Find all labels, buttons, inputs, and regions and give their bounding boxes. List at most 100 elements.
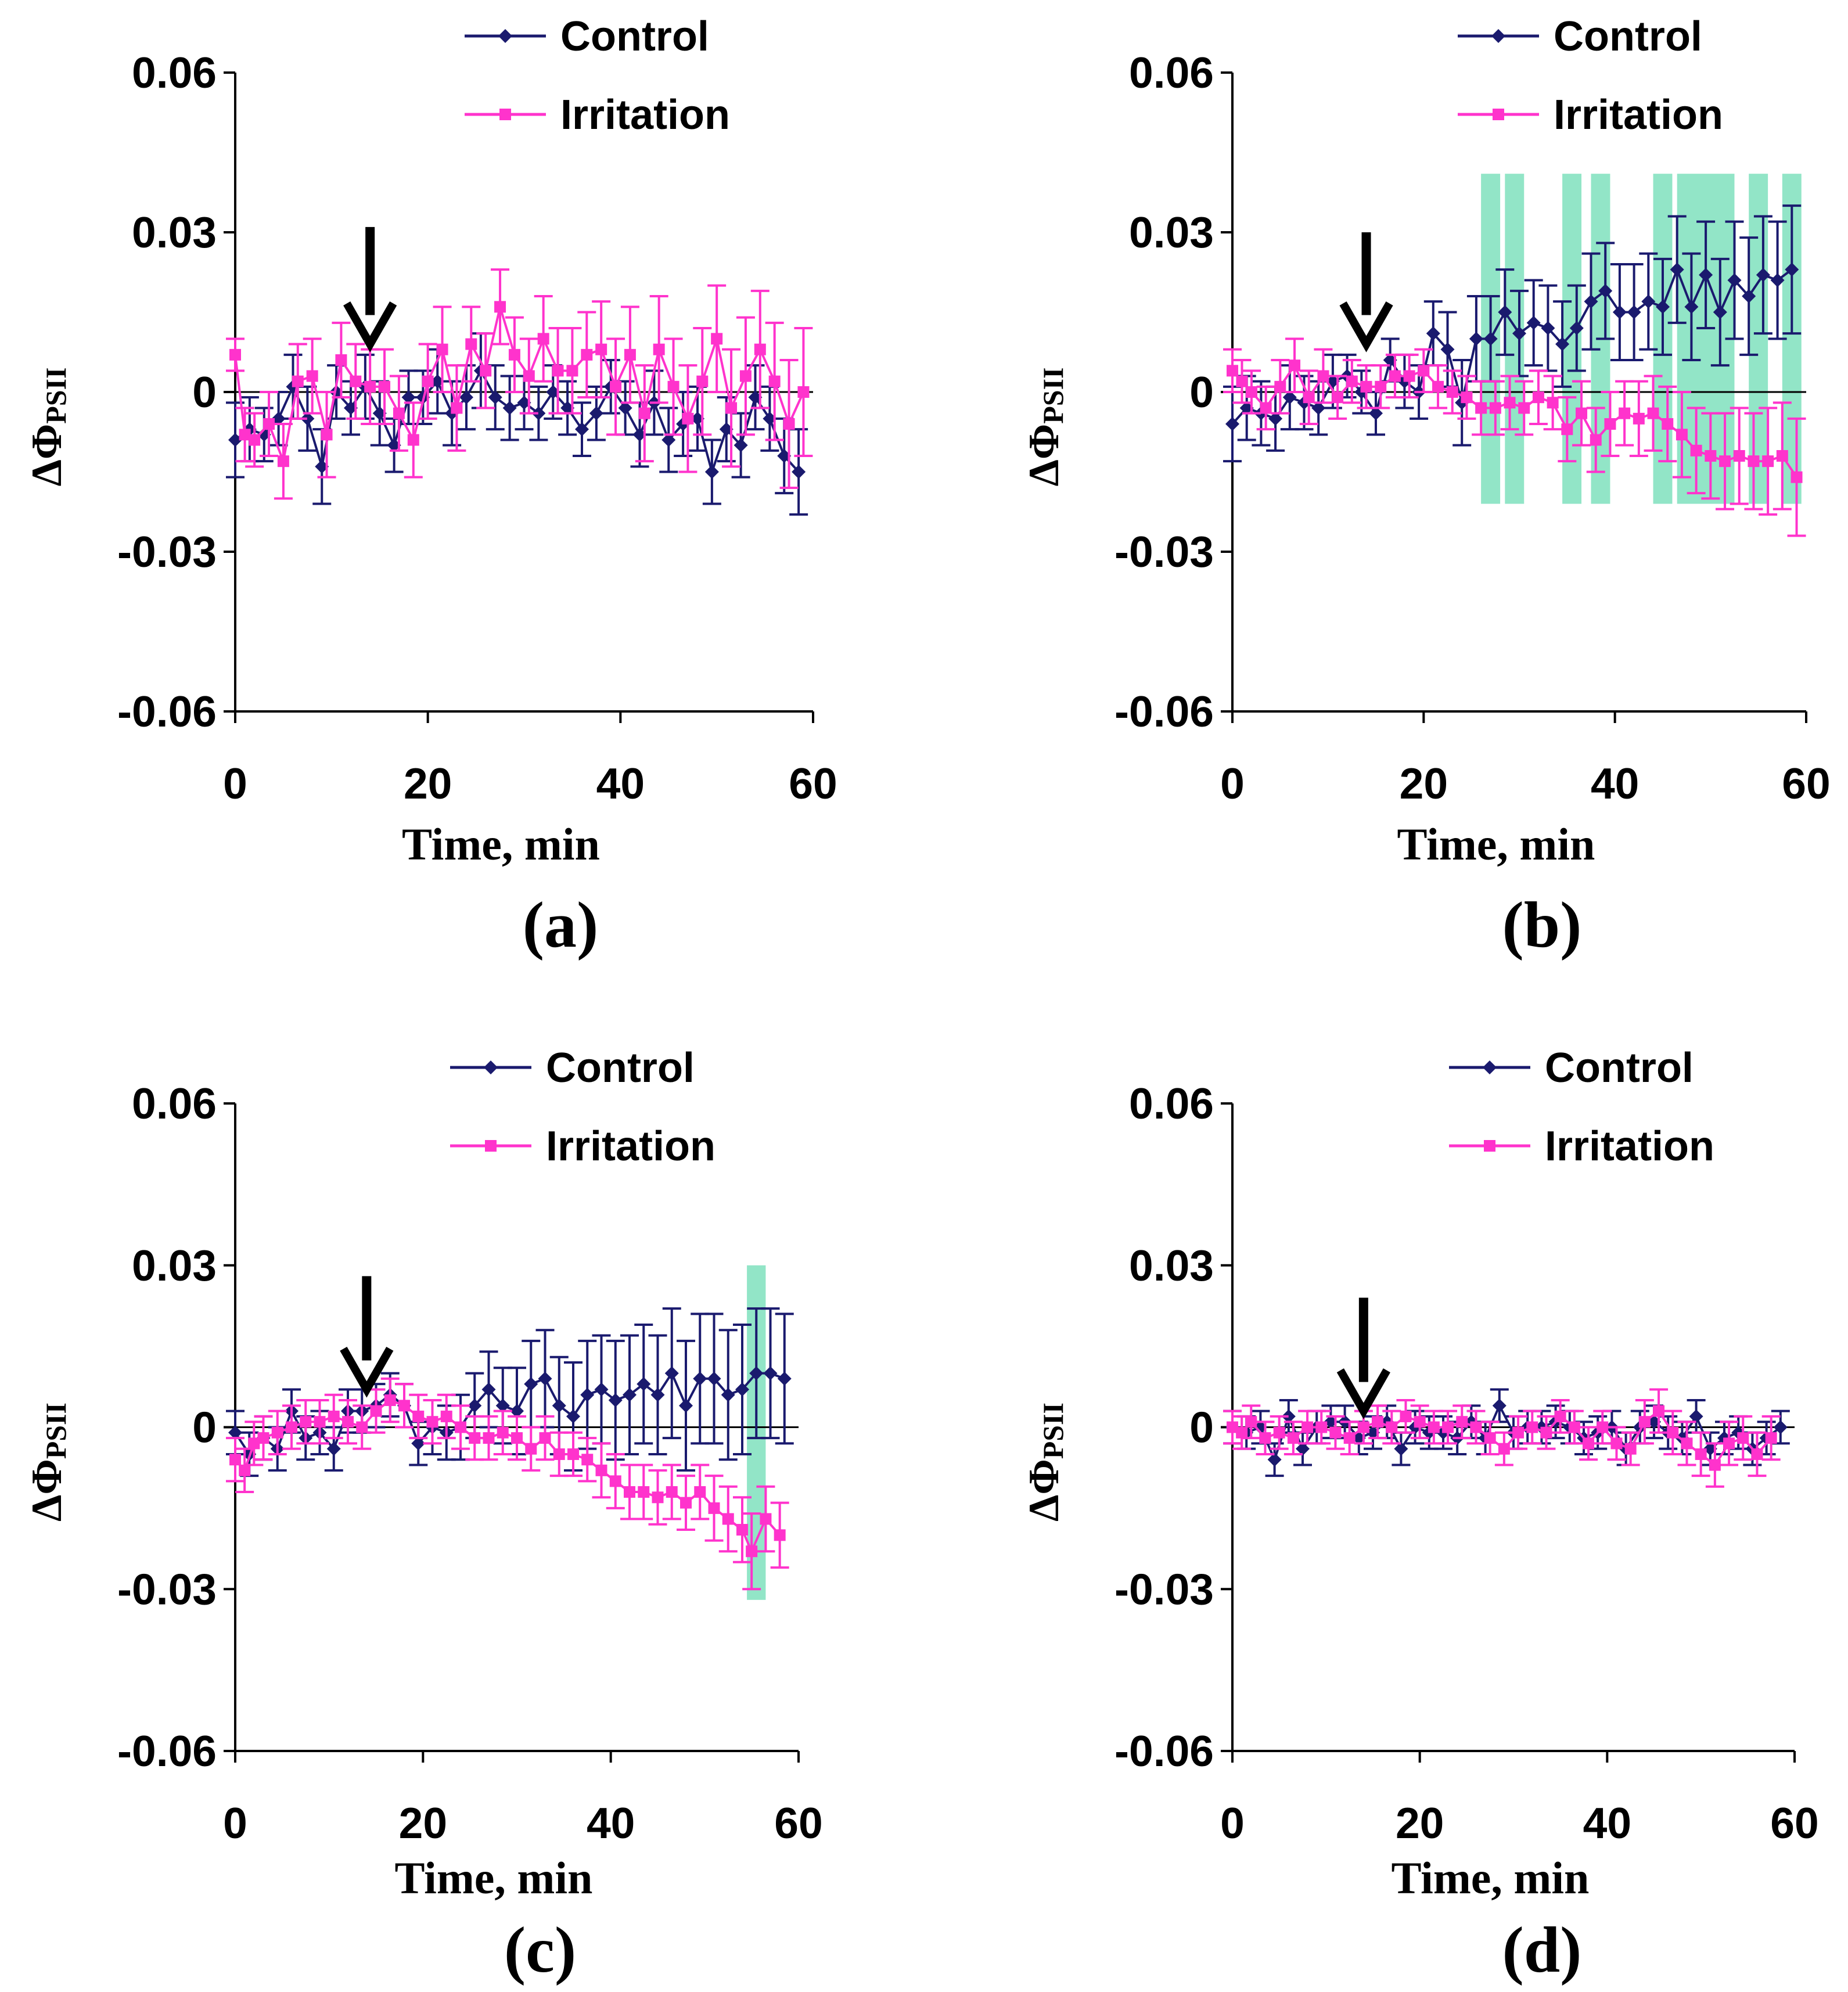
data-point [1555,337,1570,351]
data-point [1690,444,1702,456]
data-point [581,1454,594,1466]
x-tick-label: 0 [223,1799,247,1847]
data-point [1532,391,1544,404]
y-axis-label: ΔΦPSII [1020,1403,1069,1522]
data-point [1762,455,1774,468]
legend-marker [485,1140,497,1152]
data-point [594,1382,609,1397]
legend-marker [1491,29,1505,43]
data-point [595,343,607,355]
data-point [1647,407,1659,419]
data-point [1492,1398,1507,1413]
data-point [465,338,477,350]
data-point [468,1398,482,1413]
y-tick-label: -0.03 [1114,527,1214,576]
data-point [746,1545,758,1558]
data-point [722,1513,734,1525]
data-point [1456,1416,1468,1428]
data-point [229,348,241,361]
data-point [734,438,748,452]
x-axis-label: Time, min [402,819,600,869]
data-point [774,1529,786,1541]
data-point [595,1464,607,1476]
legend-marker [498,29,512,43]
data-point [1584,294,1598,309]
data-point [1756,268,1770,282]
data-point [736,1524,748,1536]
data-point [350,375,362,387]
data-point [797,386,810,398]
data-point [1260,402,1272,414]
data-point [725,402,738,414]
data-point [653,343,665,355]
data-point [735,1382,749,1397]
data-point [1245,386,1257,398]
data-point [379,380,391,393]
data-point [1676,429,1688,441]
legend-marker [1493,109,1504,120]
data-point [652,1491,664,1504]
data-point [430,374,445,389]
data-point [1274,380,1286,393]
legend-label: Irritation [1545,1123,1714,1170]
data-point [525,1443,537,1455]
data-point [721,1387,735,1402]
data-point [523,370,535,382]
data-point [566,365,578,377]
data-point [552,365,564,377]
x-tick-label: 60 [1782,759,1830,808]
data-point [1414,1416,1426,1428]
data-point [1785,263,1799,277]
data-point [1470,1421,1482,1433]
legend-marker [1483,1060,1497,1074]
data-point [481,1382,496,1397]
data-point [1346,375,1358,387]
data-point [248,1437,260,1450]
data-point [1239,401,1254,415]
data-point [691,411,704,426]
arrow-head-icon [1336,1368,1390,1419]
y-tick-label: 0.06 [132,48,217,97]
legend-label: Control [560,13,709,60]
legend-marker [484,1060,498,1074]
data-point [1612,305,1627,319]
data-point [1713,305,1727,319]
data-point [696,375,709,387]
data-point [494,301,506,313]
data-point [1610,1437,1623,1450]
data-point [1369,406,1383,420]
legend: Control Irritation [450,1045,716,1170]
data-point [1748,455,1760,468]
legend: Control Irritation [1449,1045,1714,1170]
data-point [679,1398,693,1413]
x-tick-label: 60 [1770,1799,1818,1847]
panel-label: (c) [504,1914,576,1986]
data-point [342,1416,354,1428]
data-point [228,1425,242,1440]
data-point [321,429,333,441]
data-point [1791,471,1803,483]
series-irritation [1223,1388,1781,1488]
data-point [1225,417,1239,431]
data-point [483,1432,495,1444]
data-point [249,434,261,446]
data-point [1289,359,1301,372]
y-axis-label: ΔΦPSII [1020,367,1069,486]
data-point [754,343,766,355]
data-point [326,1441,341,1456]
data-point [1518,402,1530,414]
data-point [436,343,448,355]
data-point [228,433,242,447]
x-tick-label: 60 [774,1799,822,1847]
data-point [763,1366,778,1380]
x-tick-label: 40 [1583,1799,1631,1847]
data-point [783,418,795,430]
data-point [1561,423,1573,436]
significance-band [1749,174,1768,504]
data-point [1662,418,1674,430]
data-point [661,433,676,447]
data-point [1329,1426,1342,1439]
data-point [1641,294,1656,309]
data-point [1281,1409,1296,1423]
